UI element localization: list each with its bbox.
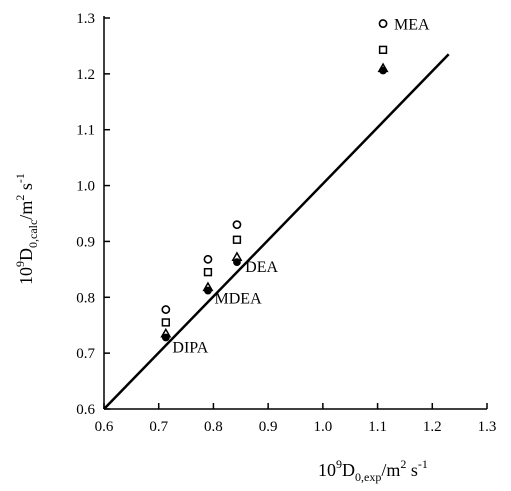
y-tick-label: 0.6 bbox=[76, 402, 95, 418]
x-tick-label: 0.6 bbox=[95, 419, 114, 435]
data-point-circle bbox=[378, 19, 388, 28]
x-ticks: 0.6 0.7 0.8 0.9 1.0 1.1 1.2 1.3 bbox=[95, 403, 497, 435]
data-point-circle bbox=[232, 220, 242, 230]
data-points bbox=[160, 19, 389, 342]
y-tick-label: 1.1 bbox=[76, 123, 95, 139]
y-axis-label: 109D0,calc/m2 s-1 bbox=[13, 173, 40, 285]
data-point-filled-circle bbox=[379, 66, 387, 75]
data-point-square bbox=[232, 235, 242, 244]
axes bbox=[103, 16, 487, 410]
data-point-filled-circle bbox=[161, 333, 170, 342]
y-tick-label: 0.9 bbox=[76, 234, 95, 250]
x-axis-label: 109D0,exp/m2 s-1 bbox=[318, 457, 428, 484]
y-ticks: 0.6 0.7 0.8 0.9 1.0 1.1 1.2 1.3 bbox=[76, 11, 110, 418]
data-point-filled-circle bbox=[233, 258, 241, 266]
annotation-mea: MEA bbox=[394, 17, 430, 34]
y-tick-label: 1.0 bbox=[76, 179, 95, 195]
y-tick-label: 1.2 bbox=[76, 67, 95, 83]
data-point-circle bbox=[203, 254, 213, 264]
annotations: MEA DEA MDEA DIPA bbox=[172, 17, 430, 357]
y-tick-label: 0.8 bbox=[76, 290, 95, 306]
x-tick-label: 0.9 bbox=[259, 419, 278, 435]
data-point-square bbox=[161, 318, 170, 327]
x-tick-label: 0.7 bbox=[149, 419, 168, 435]
data-point-square bbox=[203, 268, 213, 277]
annotation-mdea: MDEA bbox=[215, 290, 263, 307]
x-tick-label: 1.2 bbox=[423, 419, 442, 435]
data-point-circle bbox=[161, 305, 171, 314]
annotation-dipa: DIPA bbox=[172, 339, 208, 356]
data-point-square bbox=[378, 45, 388, 54]
y-tick-label: 1.3 bbox=[76, 11, 95, 27]
data-point-filled-circle bbox=[204, 286, 212, 295]
x-tick-label: 0.8 bbox=[204, 419, 223, 435]
reference-line bbox=[103, 53, 450, 410]
x-tick-label: 1.1 bbox=[368, 419, 387, 435]
x-tick-label: 1.0 bbox=[313, 419, 332, 435]
annotation-dea: DEA bbox=[245, 259, 278, 276]
y-tick-label: 0.7 bbox=[76, 346, 95, 362]
x-tick-label: 1.3 bbox=[478, 419, 497, 435]
